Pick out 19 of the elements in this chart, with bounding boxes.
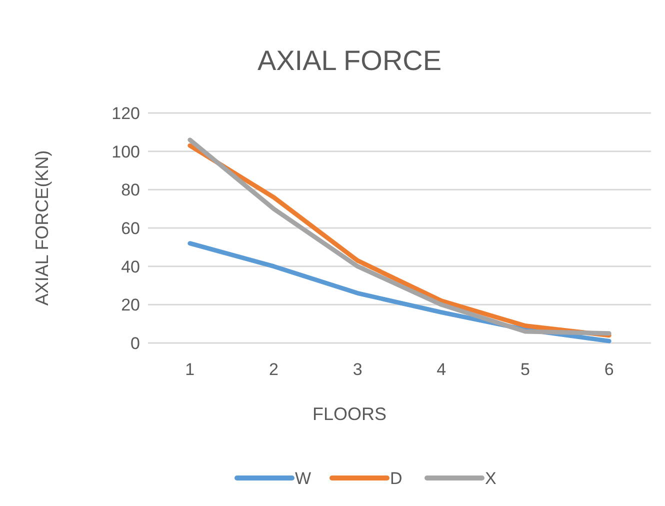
x-tick-label: 1 <box>185 360 195 379</box>
x-tick-label: 2 <box>269 360 278 379</box>
y-tick-label: 60 <box>121 218 140 238</box>
y-tick-label: 80 <box>121 180 140 200</box>
y-axis-title: AXIAL FORCE(KN) <box>32 150 52 306</box>
x-tick-label: 4 <box>436 360 446 379</box>
x-tick-label: 5 <box>520 360 530 379</box>
y-tick-label: 100 <box>112 142 140 162</box>
legend-label: W <box>295 468 312 488</box>
x-axis-title: FLOORS <box>312 404 387 424</box>
legend-label: D <box>390 468 402 488</box>
chart-title: AXIAL FORCE <box>257 45 442 76</box>
y-tick-label: 0 <box>130 334 140 353</box>
y-tick-label: 120 <box>112 104 140 123</box>
x-tick-label: 6 <box>604 360 614 379</box>
y-tick-label: 20 <box>121 296 140 315</box>
x-tick-label: 3 <box>352 360 362 379</box>
legend-label: X <box>485 468 496 488</box>
y-tick-label: 40 <box>121 257 140 276</box>
